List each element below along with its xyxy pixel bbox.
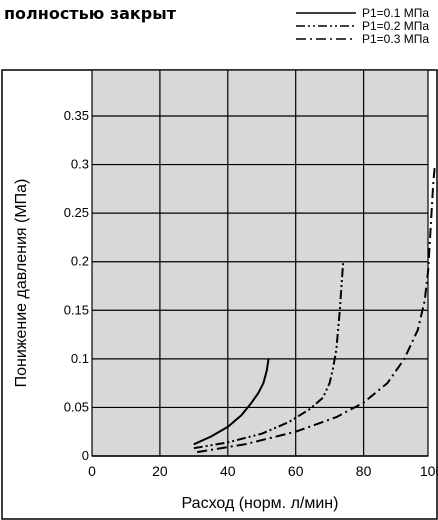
x-tick-label: 0 — [88, 463, 96, 479]
y-tick-label: 0.25 — [64, 205, 89, 220]
y-tick-label: 0.05 — [64, 399, 89, 414]
y-tick-label: 0.15 — [64, 302, 89, 317]
y-tick-label: 0 — [82, 448, 89, 463]
y-tick-label: 0.35 — [64, 108, 89, 123]
legend-label-1: P1=0.1 МПа — [362, 6, 429, 20]
legend-label-3: P1=0.3 МПа — [362, 32, 429, 46]
y-tick-label: 0.3 — [71, 157, 89, 172]
x-tick-label: 20 — [152, 463, 168, 479]
x-tick-label: 40 — [220, 463, 236, 479]
plot-area — [92, 70, 428, 456]
y-tick-label: 0.1 — [71, 351, 89, 366]
x-axis-label: Расход (норм. л/мин) — [182, 495, 339, 512]
x-tick-label: 60 — [288, 463, 304, 479]
legend-label-2: P1=0.2 МПа — [362, 19, 429, 33]
y-axis-label: Понижение давления (МПа) — [13, 179, 30, 388]
chart-frame — [2, 70, 437, 519]
x-tick-label: 80 — [356, 463, 372, 479]
x-tick-label: 100 — [420, 463, 438, 479]
y-tick-label: 0.2 — [71, 254, 89, 269]
